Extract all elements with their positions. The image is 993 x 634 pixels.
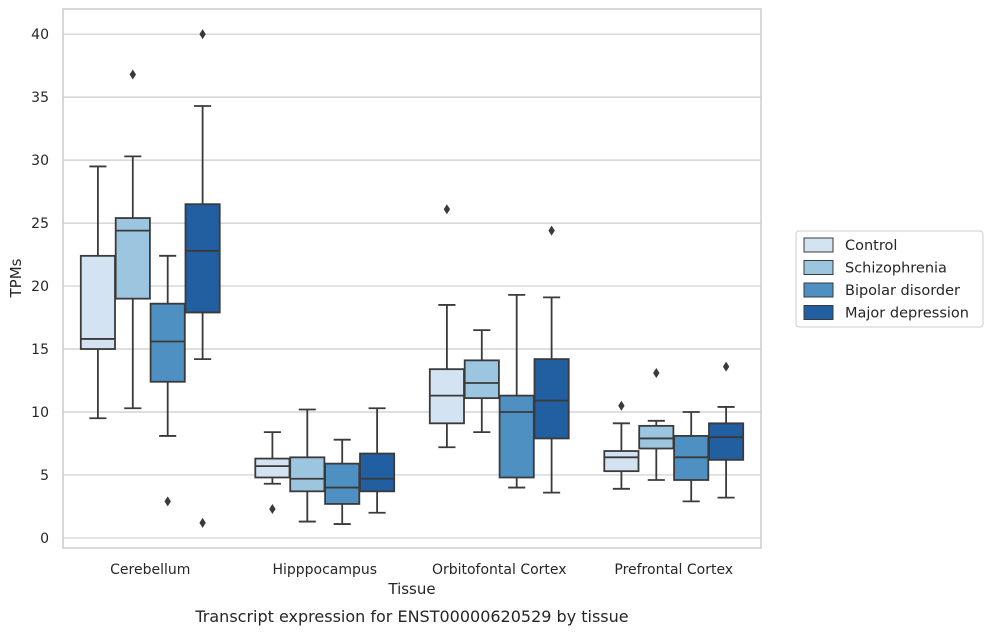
- outlier-point: [653, 367, 660, 378]
- legend: Control Schizophrenia Bipolar disorder Majo…: [795, 230, 984, 328]
- box-group: [673, 411, 710, 503]
- box-plots: [79, 29, 745, 528]
- box-group: [359, 407, 396, 514]
- y-tick-label: 35: [31, 90, 49, 106]
- box-group: [79, 165, 116, 420]
- outlier-point: [722, 361, 730, 372]
- legend-swatch: [803, 282, 834, 298]
- x-tick-label: Hipppocampus: [272, 562, 377, 578]
- legend-label: Major depression: [845, 306, 969, 322]
- box-group: [184, 29, 221, 528]
- outlier-point: [164, 496, 171, 507]
- outlier-point: [199, 29, 206, 40]
- y-tick-label: 0: [40, 531, 49, 547]
- legend-label: Bipolar disorder: [845, 283, 960, 299]
- legend-swatch: [803, 305, 834, 320]
- x-tick-labels: Cerebellum Hipppocampus Orbitofontal Corte…: [110, 562, 733, 578]
- y-tick-label: 5: [40, 468, 49, 484]
- y-tick-label: 15: [31, 342, 49, 358]
- box: [638, 424, 675, 450]
- y-tick-label: 25: [31, 216, 49, 232]
- x-tick-label: Cerebellum: [110, 562, 190, 578]
- y-tick-label: 30: [31, 153, 49, 169]
- y-tick-labels: 0 5 10 15 20 25 30 35 40: [31, 27, 49, 547]
- legend-frame: [795, 230, 984, 328]
- legend-label: Schizophrenia: [845, 261, 947, 277]
- figure-caption: Transcript expression for ENST0000062052…: [194, 607, 628, 626]
- box-group: [603, 400, 640, 490]
- box-group: [463, 329, 500, 434]
- box-group: [708, 361, 745, 499]
- box: [603, 450, 640, 473]
- x-tick-label: Orbitofontal Cortex: [432, 562, 567, 578]
- legend-swatch: [803, 260, 834, 275]
- box: [324, 462, 361, 505]
- outlier-point: [443, 204, 451, 215]
- outlier-point: [199, 517, 206, 528]
- box-group: [428, 204, 465, 449]
- y-axis-label: TPMs: [7, 258, 25, 298]
- box-group: [149, 254, 186, 507]
- legend-swatch: [803, 237, 834, 253]
- box-group: [289, 408, 326, 523]
- y-tick-label: 20: [31, 279, 49, 295]
- box: [79, 254, 116, 350]
- y-tick-label: 10: [31, 405, 49, 421]
- box-group: [254, 431, 291, 514]
- outlier-point: [269, 503, 276, 514]
- plot-frame: [62, 8, 762, 549]
- box: [359, 452, 396, 493]
- box: [463, 359, 500, 400]
- box-group: [638, 367, 675, 481]
- box: [533, 358, 570, 440]
- y-tick-label: 40: [31, 27, 49, 43]
- box: [498, 394, 535, 479]
- box: [708, 422, 745, 461]
- outlier-point: [548, 225, 555, 236]
- outlier-point: [129, 69, 136, 80]
- box-group: [324, 438, 361, 525]
- box: [254, 457, 291, 479]
- box-group: [114, 69, 151, 410]
- x-axis-label: Tissue: [387, 580, 435, 598]
- outlier-point: [618, 400, 625, 411]
- box: [289, 456, 326, 493]
- box: [184, 203, 221, 314]
- box-group: [533, 225, 570, 494]
- x-tick-label: Prefrontal Cortex: [614, 562, 733, 578]
- box: [149, 302, 186, 383]
- legend-label: Control: [845, 238, 897, 254]
- box-group: [498, 293, 535, 489]
